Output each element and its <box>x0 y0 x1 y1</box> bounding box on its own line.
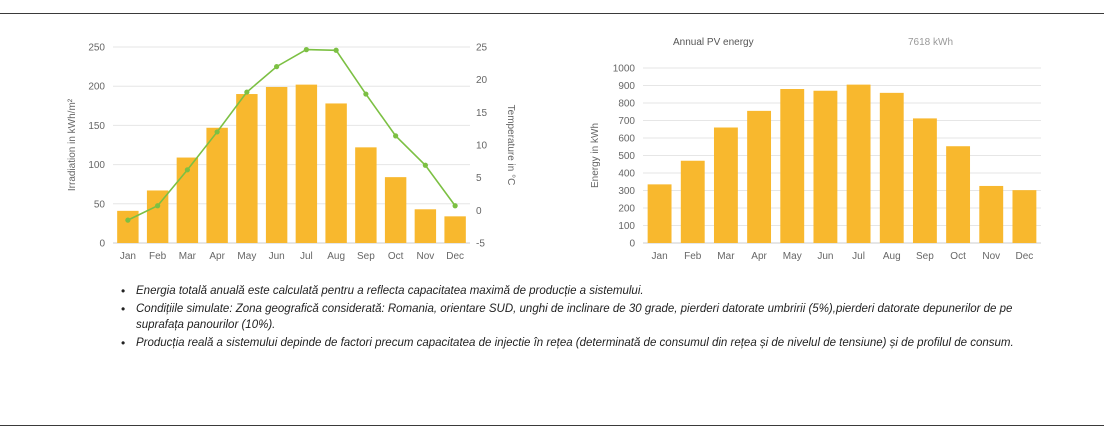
pv-energy-x-tick-label: Jun <box>817 251 833 262</box>
irradiation-y-tick-label: 50 <box>94 199 106 210</box>
pv-energy-x-tick-label: Oct <box>950 251 966 262</box>
pv-energy-y-tick-label: 400 <box>618 169 635 180</box>
irradiation-bar <box>384 177 407 243</box>
pv-energy-bar <box>747 110 772 243</box>
pv-energy-y-tick-label: 500 <box>618 151 635 162</box>
irradiation-x-tick-label: Apr <box>209 251 225 262</box>
irradiation-y-tick-label: 0 <box>99 239 105 250</box>
irradiation-y-right-tick-label: 10 <box>476 141 488 152</box>
pv-energy-x-tick-label: May <box>783 251 802 262</box>
irradiation-y-right-tick-label: 25 <box>476 43 488 54</box>
irradiation-x-tick-label: May <box>237 251 256 262</box>
irradiation-bar <box>355 147 377 243</box>
irradiation-bar <box>414 209 437 243</box>
pv-energy-y-axis-label: Energy in kWh <box>590 123 601 188</box>
irradiation-temperature-line <box>127 48 456 221</box>
irradiation-temperature-point <box>155 203 161 209</box>
pv-energy-bar <box>846 84 871 243</box>
irradiation-temperature-point <box>333 47 339 53</box>
irradiation-y-right-tick-label: 0 <box>476 206 482 217</box>
irradiation-temperature-point <box>303 47 309 53</box>
irradiation-temperature-point <box>452 203 458 209</box>
irradiation-x-tick-label: Sep <box>357 251 375 262</box>
irradiation-bar <box>325 103 347 243</box>
irradiation-temperature-point <box>184 167 190 173</box>
irradiation-y-right-tick-label: 5 <box>476 173 482 184</box>
irradiation-y-right-tick-label: 20 <box>476 75 488 86</box>
irradiation-x-tick-label: Mar <box>179 251 197 262</box>
pv-energy-x-tick-label: Nov <box>982 251 1000 262</box>
irradiation-x-tick-label: Jul <box>300 251 313 262</box>
pv-energy-bar <box>780 89 805 243</box>
irradiation-bar <box>176 157 199 243</box>
irradiation-bar <box>236 94 258 243</box>
irradiation-temperature-point <box>244 89 250 95</box>
irradiation-bar <box>117 210 139 243</box>
irradiation-x-tick-label: Dec <box>446 251 464 262</box>
pv-energy-x-tick-label: Dec <box>1016 251 1034 262</box>
pv-energy-y-tick-label: 600 <box>618 134 635 145</box>
pv-energy-bar <box>680 160 705 243</box>
irradiation-bar <box>206 127 228 243</box>
pv-energy-x-tick-label: Mar <box>717 251 735 262</box>
pv-energy-x-tick-label: Jan <box>652 251 668 262</box>
irradiation-temperature-point <box>274 64 280 70</box>
irradiation-x-tick-label: Aug <box>327 251 345 262</box>
irradiation-y-right-tick-label: 15 <box>476 108 488 119</box>
irradiation-temperature-point <box>393 133 399 139</box>
irradiation-x-tick-label: Oct <box>388 251 404 262</box>
pv-energy-x-tick-label: Sep <box>916 251 934 262</box>
pv-energy-x-tick-label: Apr <box>751 251 767 262</box>
irradiation-y-right-tick-label: -5 <box>476 239 485 250</box>
irradiation-bar <box>295 84 318 244</box>
pv-energy-total: 7618 kWh <box>908 37 953 48</box>
irradiation-bar <box>444 216 466 243</box>
irradiation-x-tick-label: Nov <box>416 251 434 262</box>
pv-energy-title: Annual PV energy <box>673 37 754 48</box>
irradiation-x-tick-label: Feb <box>149 251 167 262</box>
irradiation-temperature-point <box>363 91 369 97</box>
pv-energy-x-tick-label: Feb <box>684 251 702 262</box>
irradiation-y-axis-label: Irradiation in kWh/m² <box>67 98 78 191</box>
irradiation-x-tick-label: Jan <box>120 251 136 262</box>
irradiation-bar <box>146 190 169 243</box>
pv-energy-bar <box>979 185 1004 243</box>
pv-energy-y-tick-label: 700 <box>618 116 635 127</box>
pv-energy-bar <box>879 92 904 243</box>
pv-energy-y-tick-label: 900 <box>618 81 635 92</box>
irradiation-y-tick-label: 150 <box>88 121 105 132</box>
irradiation-y-right-axis-label: Temperature in °C <box>505 105 516 186</box>
pv-energy-y-tick-label: 0 <box>629 239 635 250</box>
note-item: Condițiile simulate: Zona geografică con… <box>120 301 1060 333</box>
pv-energy-bar <box>713 127 738 243</box>
bottom-divider <box>0 425 1104 426</box>
note-item: Producția reală a sistemului depinde de … <box>120 335 1060 351</box>
irradiation-bar <box>265 86 288 243</box>
notes-list: Energia totală anuală este calculată pen… <box>120 283 1060 353</box>
irradiation-y-tick-label: 200 <box>88 82 105 93</box>
pv-energy-bar <box>912 118 937 243</box>
pv-energy-y-tick-label: 800 <box>618 99 635 110</box>
note-item: Energia totală anuală este calculată pen… <box>120 283 1060 299</box>
irradiation-temperature-point <box>422 162 428 168</box>
irradiation-temperature-point <box>214 129 220 135</box>
irradiation-y-tick-label: 100 <box>88 160 105 171</box>
pv-energy-bar <box>946 146 971 243</box>
pv-energy-y-tick-label: 200 <box>618 204 635 215</box>
pv-energy-y-tick-label: 1000 <box>613 64 636 75</box>
pv-energy-bar <box>1012 190 1037 243</box>
pv-energy-x-tick-label: Aug <box>883 251 901 262</box>
pv-energy-y-tick-label: 300 <box>618 186 635 197</box>
pv-energy-bar <box>647 184 672 243</box>
pv-energy-x-tick-label: Jul <box>852 251 865 262</box>
top-divider <box>0 13 1104 14</box>
pv-energy-y-tick-label: 100 <box>618 221 635 232</box>
irradiation-temperature-point <box>125 217 131 223</box>
irradiation-y-tick-label: 250 <box>88 43 105 54</box>
irradiation-x-tick-label: Jun <box>269 251 285 262</box>
pv-energy-bar <box>813 90 838 243</box>
